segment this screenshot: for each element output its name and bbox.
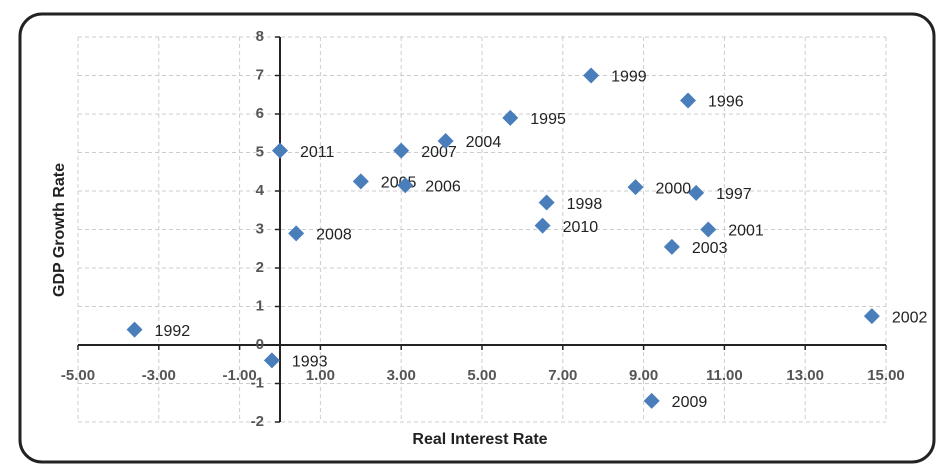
y-tick-label: 1 xyxy=(256,297,264,314)
y-tick-label: 6 xyxy=(256,105,264,122)
y-tick-label: -2 xyxy=(251,413,264,430)
y-tick-label: 4 xyxy=(256,182,265,199)
point-label: 2009 xyxy=(672,394,708,411)
y-tick-label: 7 xyxy=(256,66,264,83)
point-label: 1997 xyxy=(716,186,752,203)
data-point xyxy=(288,225,305,242)
point-label: 1998 xyxy=(567,196,603,213)
point-label: 2006 xyxy=(425,178,461,195)
x-tick-label: 5.00 xyxy=(467,367,496,384)
point-label: 1999 xyxy=(611,69,647,86)
point-label: 2002 xyxy=(892,309,928,326)
point-label: 2008 xyxy=(316,227,352,244)
data-point xyxy=(534,217,551,234)
data-point xyxy=(263,352,280,369)
y-tick-label: 2 xyxy=(256,259,264,276)
x-tick-label: 15.00 xyxy=(867,367,905,384)
point-label: 1993 xyxy=(292,354,328,371)
point-label: 2007 xyxy=(421,144,457,161)
point-label: 2001 xyxy=(728,223,764,240)
data-point xyxy=(627,179,644,196)
data-point xyxy=(126,321,143,338)
x-tick-label: 13.00 xyxy=(786,367,824,384)
point-label: 1992 xyxy=(155,323,191,340)
data-point xyxy=(502,109,519,126)
x-tick-label: 3.00 xyxy=(387,367,416,384)
data-point xyxy=(272,142,288,159)
y-axis-title: GDP Growth Rate xyxy=(51,163,68,297)
data-point xyxy=(680,92,697,109)
point-label: 1996 xyxy=(708,94,744,111)
data-point xyxy=(538,194,555,211)
data-point xyxy=(663,238,680,255)
x-tick-label: 1.00 xyxy=(306,367,335,384)
data-point xyxy=(397,177,414,194)
data-point xyxy=(393,142,410,159)
x-tick-label: -3.00 xyxy=(142,367,176,384)
point-label: 2010 xyxy=(563,219,599,236)
data-point xyxy=(700,221,717,238)
data-point xyxy=(643,392,660,409)
x-tick-label: 7.00 xyxy=(548,367,577,384)
point-label: 2003 xyxy=(692,240,728,257)
data-point xyxy=(583,67,600,84)
y-tick-label: 0 xyxy=(256,336,264,353)
point-label: 2011 xyxy=(300,144,335,161)
point-label: 2005 xyxy=(381,175,417,192)
x-tick-label: 11.00 xyxy=(706,367,743,384)
x-tick-label: 9.00 xyxy=(629,367,658,384)
data-point xyxy=(437,132,454,149)
y-tick-label: 5 xyxy=(256,143,264,160)
x-axis-title: Real Interest Rate xyxy=(412,431,547,448)
chart-frame xyxy=(18,12,936,464)
y-tick-label: 3 xyxy=(256,220,264,237)
data-point xyxy=(863,308,880,325)
x-tick-label: -5.00 xyxy=(61,367,95,384)
x-tick-label: -1.00 xyxy=(222,367,256,384)
data-point xyxy=(688,184,705,201)
point-label: 1995 xyxy=(530,111,566,128)
point-label: 2004 xyxy=(466,134,502,151)
point-label: 2000 xyxy=(656,180,692,197)
data-point xyxy=(352,173,369,190)
y-tick-label: 8 xyxy=(256,28,264,45)
y-tick-label: -1 xyxy=(251,374,264,391)
